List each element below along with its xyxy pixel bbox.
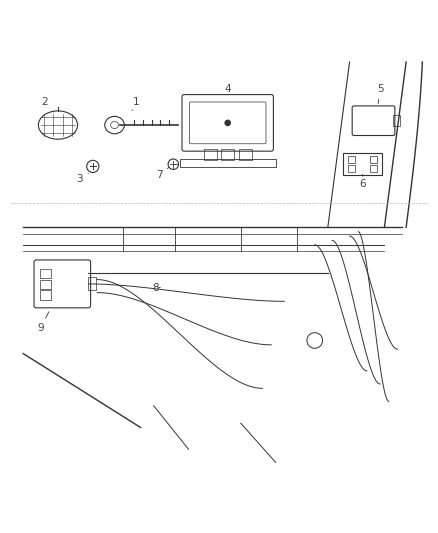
Bar [239, 149, 252, 160]
Bar [40, 269, 50, 278]
Bar [88, 277, 96, 290]
Text: 5: 5 [377, 84, 383, 103]
Text: 8: 8 [152, 283, 160, 293]
Text: 7: 7 [155, 167, 169, 180]
Text: 2: 2 [42, 97, 53, 112]
Bar [370, 156, 377, 163]
Bar [343, 154, 382, 175]
Text: 9: 9 [37, 312, 49, 333]
Bar [348, 156, 355, 163]
Ellipse shape [111, 122, 118, 128]
Bar [204, 149, 217, 160]
Bar [370, 165, 377, 172]
Text: 6: 6 [359, 174, 366, 189]
Circle shape [225, 120, 230, 125]
Bar [393, 116, 399, 126]
Bar [221, 149, 234, 160]
Bar [180, 159, 276, 167]
Text: 1: 1 [132, 97, 140, 111]
Bar [40, 290, 50, 300]
Bar [40, 279, 50, 289]
Bar [348, 165, 355, 172]
Text: 4: 4 [224, 84, 231, 94]
Text: 3: 3 [76, 173, 88, 184]
